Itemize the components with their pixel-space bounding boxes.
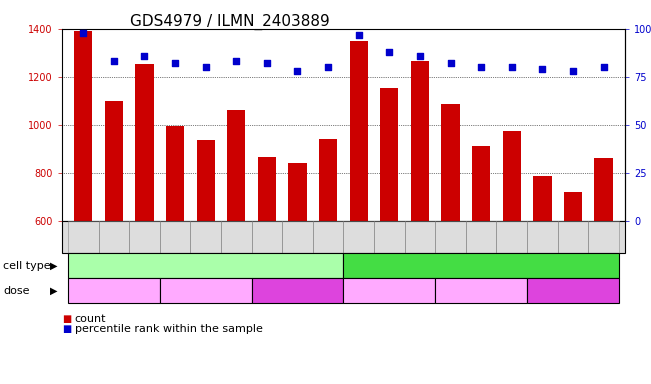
Text: 1 uM lapatinib: 1 uM lapatinib [265, 286, 330, 295]
Bar [135, 64, 154, 365]
Point [353, 31, 364, 38]
Text: ■: ■ [62, 324, 71, 334]
Text: count: count [75, 314, 106, 324]
Bar [166, 126, 184, 365]
Text: ▶: ▶ [50, 261, 57, 271]
Bar [74, 31, 92, 365]
Point [568, 68, 578, 74]
Text: 0.1 uM lapatinib: 0.1 uM lapatinib [445, 286, 518, 295]
Text: 0.1 uM lapatinib: 0.1 uM lapatinib [169, 286, 242, 295]
Text: lapatinib sensitive: lapatinib sensitive [155, 261, 256, 271]
Point [537, 66, 547, 72]
Bar [594, 159, 613, 365]
Point [201, 64, 211, 70]
Text: ▶: ▶ [50, 286, 57, 296]
Point [170, 60, 180, 66]
Bar [105, 101, 123, 365]
Bar [197, 141, 215, 365]
Point [506, 64, 517, 70]
Bar [564, 192, 582, 365]
Point [292, 68, 303, 74]
Text: 0 uM lapatinib: 0 uM lapatinib [81, 286, 146, 295]
Point [598, 64, 609, 70]
Bar [319, 139, 337, 365]
Point [262, 60, 272, 66]
Bar [533, 176, 551, 365]
Point [231, 58, 242, 65]
Point [476, 64, 486, 70]
Text: GDS4979 / ILMN_2403889: GDS4979 / ILMN_2403889 [130, 13, 330, 30]
Point [415, 53, 425, 59]
Point [384, 49, 395, 55]
Bar [503, 131, 521, 365]
Bar [258, 157, 276, 365]
Bar [288, 163, 307, 365]
Text: lapatinib resistant: lapatinib resistant [431, 261, 531, 271]
Point [139, 53, 150, 59]
Bar [441, 104, 460, 365]
Point [78, 30, 89, 36]
Text: percentile rank within the sample: percentile rank within the sample [75, 324, 263, 334]
Bar [227, 111, 245, 365]
Point [445, 60, 456, 66]
Text: 0 uM lapatinib: 0 uM lapatinib [357, 286, 422, 295]
Bar [472, 146, 490, 365]
Bar [350, 41, 368, 365]
Point [323, 64, 333, 70]
Text: 1 uM lapatinib: 1 uM lapatinib [540, 286, 605, 295]
Text: ■: ■ [62, 314, 71, 324]
Text: cell type: cell type [3, 261, 51, 271]
Bar [411, 61, 429, 365]
Bar [380, 88, 398, 365]
Text: dose: dose [3, 286, 30, 296]
Point [109, 58, 119, 65]
